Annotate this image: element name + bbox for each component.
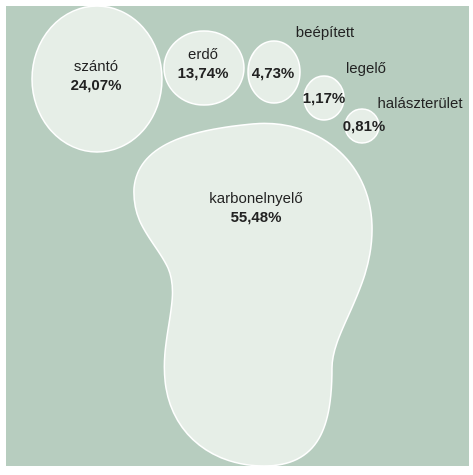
toe-szanto [31, 5, 163, 153]
label-name-karbonelnyelo: karbonelnyelő [209, 190, 302, 207]
toe-legelo [303, 75, 345, 121]
label-value-erdo: 13,74% [178, 65, 229, 82]
label-value-halaszterulet: 0,81% [343, 118, 386, 135]
label-value-szanto: 24,07% [71, 77, 122, 94]
toe-erdo [163, 30, 245, 106]
label-value-karbonelnyelo: 55,48% [231, 209, 282, 226]
toe-beepitett [247, 40, 301, 104]
foot-sole [133, 122, 373, 467]
label-value-beepitett: 4,73% [252, 65, 295, 82]
toe-halaszterulet [344, 108, 380, 144]
label-name-szanto: szántó [74, 58, 118, 75]
label-name-halaszterulet: halászterület [377, 95, 463, 112]
label-name-beepitett: beépített [296, 24, 355, 41]
label-name-erdo: erdő [188, 46, 218, 63]
label-name-legelo: legelő [346, 60, 386, 77]
label-value-legelo: 1,17% [303, 90, 346, 107]
